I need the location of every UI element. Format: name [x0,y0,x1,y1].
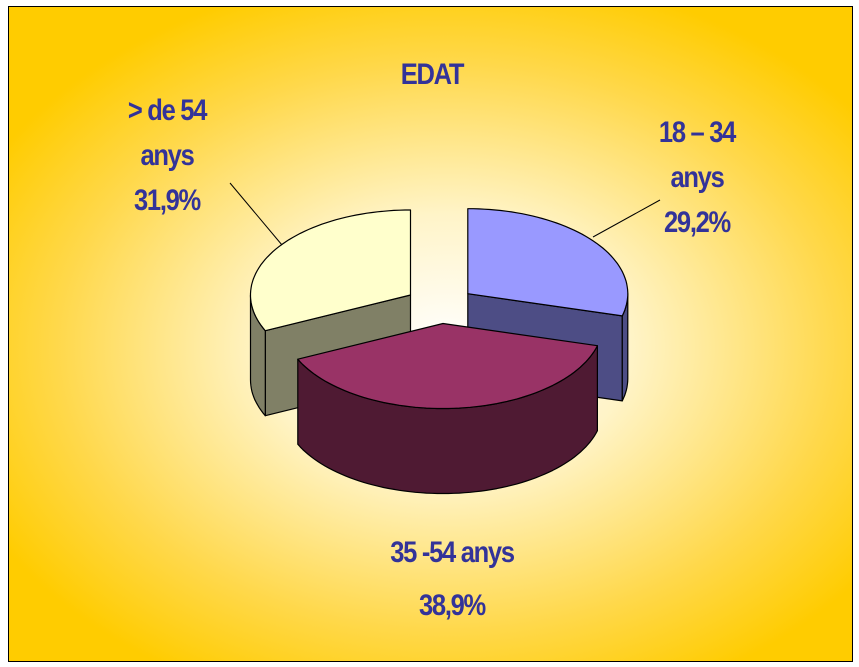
chart-title: EDAT [332,52,532,97]
category-label: > de 54 anys [127,94,208,172]
category-label: 35 -54 anys [390,536,515,569]
pie-slice [297,322,598,410]
value-label: 38,9% [419,589,486,622]
pie-slice [249,209,412,332]
pie-slice [467,208,629,317]
slice-label: 18 – 34 anys 29,2% [637,110,757,245]
slice-label: > de 54 anys 31,9% [102,88,232,223]
value-label: 31,9% [134,184,201,217]
category-label: 18 – 34 anys [658,116,736,194]
title-text: EDAT [400,58,465,91]
value-label: 29,2% [664,206,731,239]
leader-line [229,182,283,246]
slice-label: 35 -54 anys 38,9% [322,530,582,628]
leader-line [592,199,661,238]
